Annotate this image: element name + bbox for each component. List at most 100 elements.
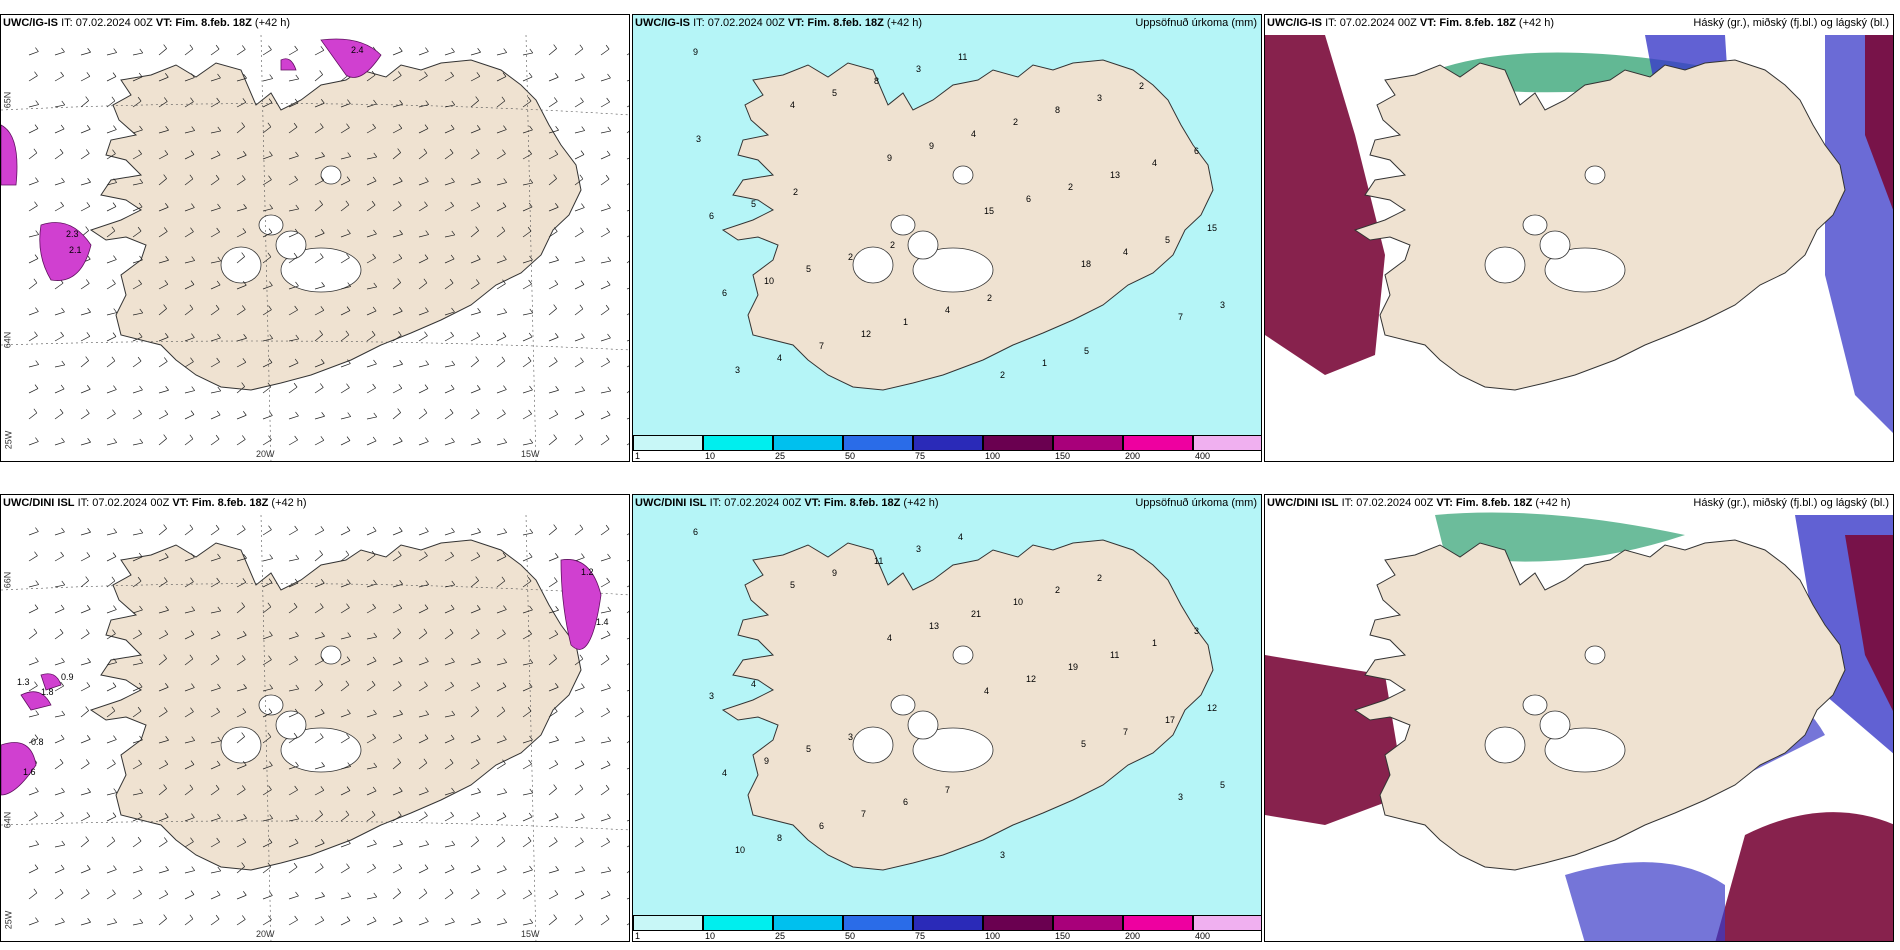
glacier (280, 727, 362, 773)
wind-barb (470, 738, 481, 744)
wind-barb (184, 841, 194, 848)
wind-barb (366, 387, 376, 394)
wind-barb (54, 388, 65, 394)
wind-barb (236, 789, 246, 796)
wind-barb (288, 386, 298, 394)
wind-barb (262, 256, 272, 264)
wind-barb (366, 440, 377, 446)
precip-value: 1 (1042, 358, 1047, 368)
gust-value: 2.4 (351, 45, 364, 55)
wind-barb (236, 126, 245, 134)
colorbar-swatch (843, 435, 913, 451)
map-canvas (1265, 495, 1893, 941)
wind-barb (470, 413, 480, 420)
wind-barb (210, 894, 221, 900)
wind-barb (314, 439, 324, 446)
wind-barb (444, 181, 455, 186)
wind-barb (184, 231, 194, 238)
wind-barb (184, 870, 195, 874)
wind-barb (158, 633, 168, 640)
colorbar-label: 200 (1125, 451, 1141, 461)
wind-barb (158, 413, 168, 420)
wind-barb (28, 685, 38, 692)
precip-value: 5 (1084, 346, 1089, 356)
wind-barb (392, 412, 401, 420)
wind-barb (132, 792, 143, 796)
precip-value: 13 (1110, 170, 1120, 180)
wind-barb (392, 127, 402, 134)
wind-barb (444, 555, 454, 562)
wind-barb (444, 388, 455, 394)
wind-barb (106, 840, 116, 848)
wind-barb (340, 684, 350, 692)
cloud-cover-area (1715, 812, 1893, 941)
wind-barb (444, 205, 454, 212)
wind-barb (600, 581, 610, 588)
wind-barb (314, 814, 323, 822)
wind-barb (600, 918, 610, 926)
wind-barb (340, 737, 350, 744)
wind-barb (366, 286, 377, 290)
wind-barb (600, 284, 611, 290)
map-canvas (1265, 15, 1893, 461)
wind-barb (340, 204, 350, 212)
wind-barb (496, 893, 506, 900)
wind-barb (470, 685, 480, 692)
wind-barb (132, 360, 142, 368)
wind-barb (314, 659, 324, 666)
wind-barb (444, 335, 454, 342)
glacier (1522, 214, 1548, 236)
wind-barb (392, 233, 403, 238)
wind-barb (496, 230, 506, 238)
wind-barb (288, 49, 298, 56)
wind-barb (418, 258, 429, 264)
colorbar-swatch (773, 915, 843, 931)
wind-barb (54, 868, 65, 874)
wind-barb (288, 362, 299, 368)
wind-barb (184, 634, 195, 640)
wind-barb (54, 75, 64, 82)
wind-barb (236, 154, 247, 160)
wind-barb (132, 259, 143, 264)
wind-barb (210, 740, 221, 744)
wind-barb (340, 713, 351, 718)
wind-barb (340, 867, 350, 874)
wind-barb (574, 870, 585, 874)
wind-barb (314, 737, 324, 744)
wind-barb (340, 896, 351, 900)
wind-barb (366, 843, 377, 848)
wind-barb (392, 335, 402, 342)
colorbar-swatch (913, 435, 983, 451)
wind-barb (626, 767, 629, 770)
wind-barb (626, 610, 629, 614)
wind-barb (184, 178, 194, 186)
wind-barb (288, 439, 298, 446)
wind-barb (600, 101, 610, 108)
wind-barb (184, 817, 195, 822)
wind-barb (418, 311, 429, 316)
wind-barb (288, 155, 299, 160)
wind-barb (106, 336, 117, 342)
colorbar-label: 400 (1195, 931, 1211, 941)
wind-barb (522, 816, 533, 822)
wind-barb (210, 557, 221, 562)
wind-barb (626, 845, 629, 848)
wind-barb (626, 923, 629, 926)
wind-barb (548, 178, 557, 186)
wind-barb (106, 52, 117, 56)
wind-barb (392, 282, 401, 290)
glacier (907, 230, 939, 260)
precip-value: 9 (764, 756, 769, 766)
wind-barb (262, 78, 273, 82)
wind-barb (236, 736, 245, 744)
wind-barb (340, 636, 351, 640)
wind-barb (366, 554, 376, 562)
wind-barb (522, 389, 533, 394)
wind-barb (626, 260, 629, 264)
wind-barb (106, 532, 117, 536)
wind-barb (600, 77, 611, 82)
wind-barb (132, 609, 143, 614)
wind-barb (158, 686, 169, 692)
precip-value: 8 (1055, 105, 1060, 115)
wind-barb (184, 361, 194, 368)
